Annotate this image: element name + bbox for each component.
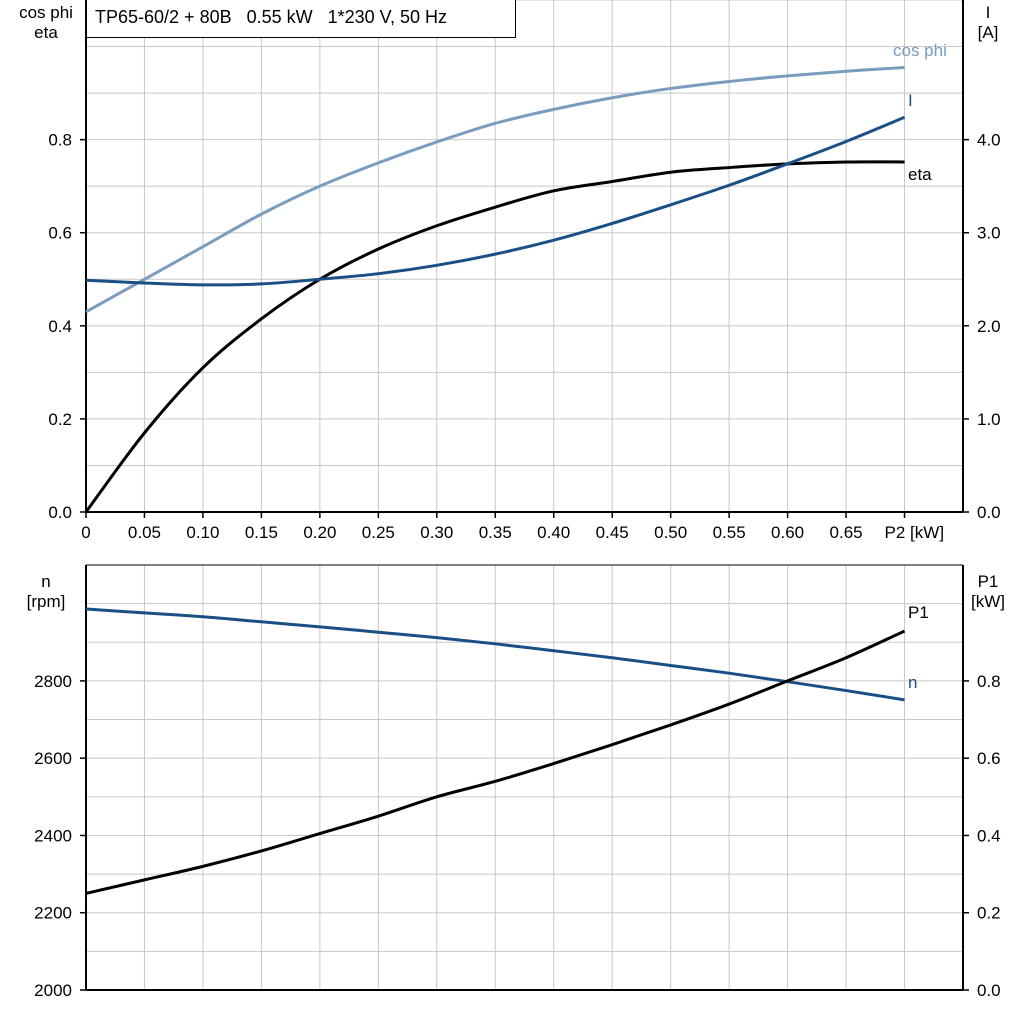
y-tick-label-left: 2800 [34, 672, 72, 691]
y-axis-label-left: cos phi [19, 3, 73, 22]
series-line-cos-phi [85, 65, 905, 314]
x-tick-label: 0.05 [128, 523, 161, 542]
x-tick-label: 0.45 [596, 523, 629, 542]
y-tick-label-right: 0.4 [977, 826, 1001, 845]
y-tick-label-right: 4.0 [977, 131, 1001, 150]
x-tick-label: 0 [81, 523, 90, 542]
y-tick-label-left: 2400 [34, 826, 72, 845]
series-line-p1 [85, 629, 906, 895]
chart-title: TP65-60/2 + 80B 0.55 kW 1*230 V, 50 Hz [86, 0, 516, 38]
y-tick-label-right: 3.0 [977, 224, 1001, 243]
x-tick-label: 0.65 [830, 523, 863, 542]
series-label-p1: P1 [908, 603, 929, 622]
y-tick-label-right: 0.2 [977, 904, 1001, 923]
x-axis-label: P2 [kW] [885, 523, 945, 542]
series-label-n: n [908, 673, 917, 692]
series-line-n [85, 607, 905, 702]
series-label-i: I [908, 91, 913, 110]
y-tick-label-left: 2200 [34, 904, 72, 923]
series-label-eta: eta [908, 165, 932, 184]
y-axis-label-right: [kW] [971, 592, 1005, 611]
x-tick-label: 0.10 [186, 523, 219, 542]
y-tick-label-left: 0.8 [48, 131, 72, 150]
x-tick-label: 0.60 [771, 523, 804, 542]
y-axis-label-left: eta [34, 23, 58, 42]
y-tick-label-right: 0.6 [977, 749, 1001, 768]
x-tick-label: 0.15 [245, 523, 278, 542]
x-tick-label: 0.40 [537, 523, 570, 542]
y-tick-label-left: 0.2 [48, 410, 72, 429]
series-label-cos-phi: cos phi [893, 41, 947, 60]
y-tick-label-left: 0.0 [48, 503, 72, 522]
y-tick-label-right: 0.8 [977, 672, 1001, 691]
x-tick-label: 0.30 [420, 523, 453, 542]
y-tick-label-right: 0.0 [977, 503, 1001, 522]
y-tick-label-right: 1.0 [977, 410, 1001, 429]
y-axis-label-left: [rpm] [27, 592, 66, 611]
series-line-i [85, 115, 906, 287]
y-axis-label-right: P1 [978, 572, 999, 591]
y-tick-label-left: 2000 [34, 981, 72, 1000]
y-tick-label-left: 0.6 [48, 224, 72, 243]
y-axis-label-left: n [41, 572, 50, 591]
y-axis-label-right: I [986, 3, 991, 22]
series-line-eta [84, 160, 905, 513]
x-tick-label: 0.35 [479, 523, 512, 542]
y-axis-label-right: [A] [978, 23, 999, 42]
x-tick-label: 0.20 [303, 523, 336, 542]
y-tick-label-left: 2600 [34, 749, 72, 768]
x-tick-label: 0.55 [713, 523, 746, 542]
x-tick-label: 0.50 [654, 523, 687, 542]
y-tick-label-right: 2.0 [977, 317, 1001, 336]
y-tick-label-right: 0.0 [977, 981, 1001, 1000]
x-tick-label: 0.25 [362, 523, 395, 542]
y-tick-label-left: 0.4 [48, 317, 72, 336]
